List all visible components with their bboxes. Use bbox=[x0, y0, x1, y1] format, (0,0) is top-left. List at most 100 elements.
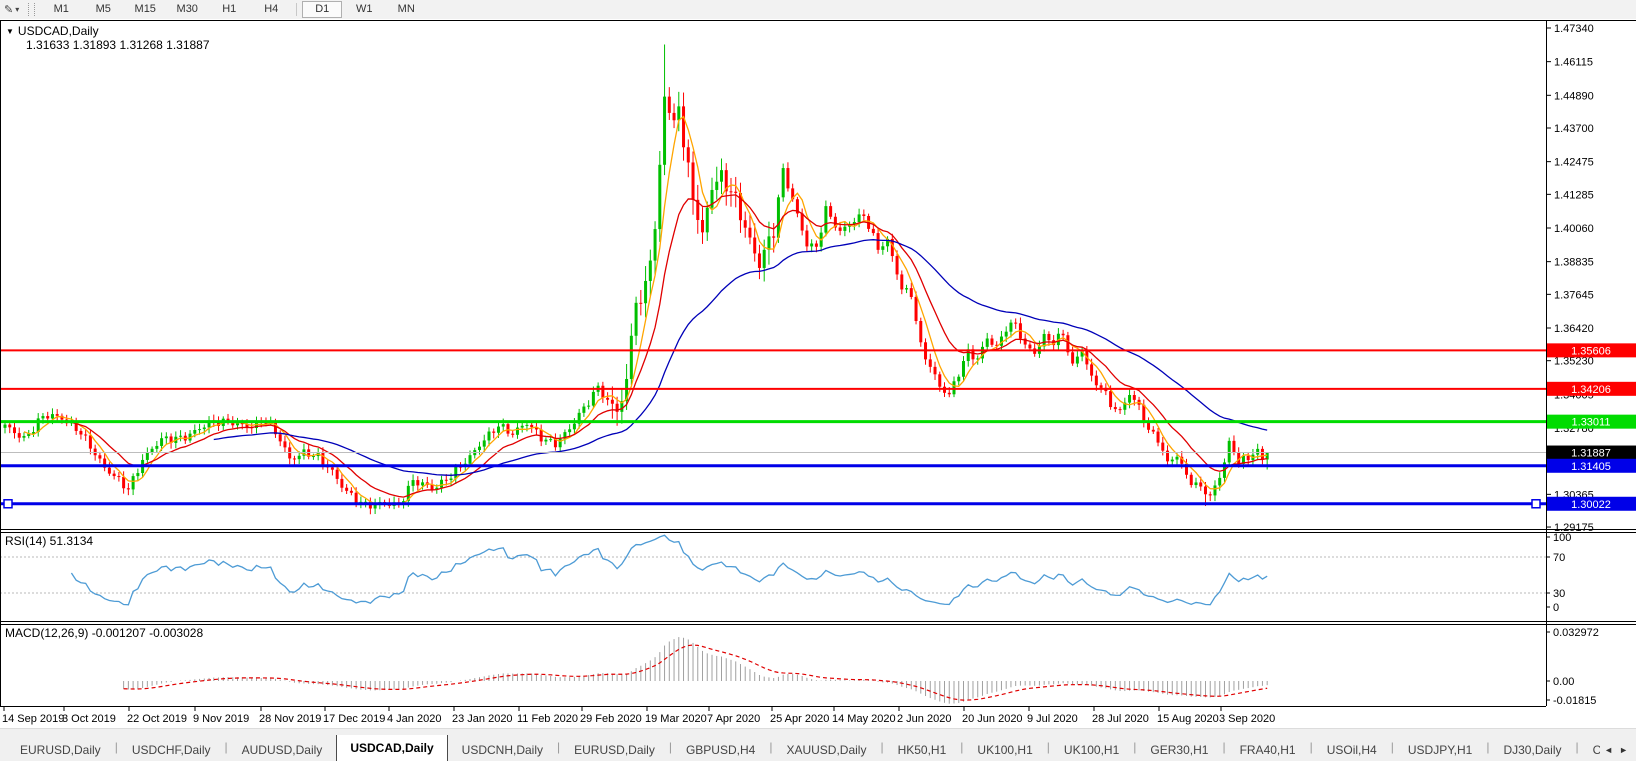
candle-body bbox=[620, 401, 624, 412]
timeframe-button-m5[interactable]: M5 bbox=[95, 3, 111, 15]
candle-body bbox=[862, 214, 866, 216]
timeframe-button-mn[interactable]: MN bbox=[397, 3, 415, 15]
tab-scroll-left-icon[interactable]: ◄ bbox=[1604, 745, 1614, 755]
candle-body bbox=[1194, 482, 1198, 486]
rsi-axis-label: 30 bbox=[1553, 588, 1565, 600]
date-label: 17 Dec 2019 bbox=[323, 713, 385, 725]
chart-tab-uk100-h1[interactable]: UK100,H1 bbox=[977, 743, 1033, 757]
timeframe-button-m30[interactable]: M30 bbox=[176, 3, 198, 15]
candle-body bbox=[292, 458, 296, 460]
candle-body bbox=[27, 433, 31, 436]
tab-separator: | bbox=[1046, 739, 1050, 754]
price-axis-label: 1.42475 bbox=[1554, 157, 1594, 169]
chart-symbol: USDCAD,Daily bbox=[17, 24, 99, 38]
chart-tab-fra40-h1[interactable]: FRA40,H1 bbox=[1239, 743, 1296, 757]
horizontal-price-lines bbox=[0, 349, 1546, 509]
candle-body bbox=[634, 302, 638, 336]
candle-body bbox=[1128, 395, 1132, 403]
candle-body bbox=[1166, 450, 1170, 462]
chart-tab-uk100-h1[interactable]: UK100,H1 bbox=[1063, 743, 1120, 757]
candle-body bbox=[506, 424, 510, 434]
candle-body bbox=[653, 229, 657, 261]
date-label: 9 Nov 2019 bbox=[193, 713, 249, 725]
candle-body bbox=[829, 206, 833, 217]
price-tag-1.31405 bbox=[1547, 458, 1636, 473]
chart-tab-xauusd-daily[interactable]: XAUUSD,Daily bbox=[786, 743, 867, 757]
chart-title: ▼ USDCAD,Daily 1.31633 1.31893 1.31268 1.… bbox=[6, 24, 210, 52]
candle-body bbox=[1260, 448, 1264, 460]
macd-axis-label: 0.00 bbox=[1553, 676, 1574, 688]
price-line-handle[interactable] bbox=[1531, 499, 1541, 509]
timeframe-button-h4[interactable]: H4 bbox=[264, 3, 279, 15]
price-line-handle[interactable] bbox=[3, 499, 13, 509]
candle-body bbox=[1023, 338, 1027, 345]
price-axis-label: 1.35230 bbox=[1554, 356, 1594, 368]
candle-body bbox=[909, 288, 913, 297]
chart-tab-hk50-h1[interactable]: HK50,H1 bbox=[897, 743, 947, 757]
candle-body bbox=[440, 479, 444, 488]
candle-body bbox=[810, 243, 814, 247]
candle-body bbox=[985, 338, 989, 347]
candle-body bbox=[364, 501, 368, 503]
candle-body bbox=[245, 424, 249, 428]
candle-body bbox=[795, 199, 799, 214]
chart-tab-ger30-h1[interactable]: GER30,H1 bbox=[1150, 743, 1209, 757]
timeframe-button-w1[interactable]: W1 bbox=[355, 3, 373, 15]
candle-body bbox=[55, 414, 59, 416]
chart-tab-usdcad-daily[interactable]: USDCAD,Daily bbox=[336, 735, 448, 761]
candle-body bbox=[117, 476, 121, 478]
chart-tab-usdjpy-h1[interactable]: USDJPY,H1 bbox=[1407, 743, 1473, 757]
candle-body bbox=[74, 422, 78, 431]
chart-tab-usdchf-daily[interactable]: USDCHF,Daily bbox=[131, 743, 211, 757]
chart-tab-eurusd-daily[interactable]: EURUSD,Daily bbox=[20, 743, 101, 757]
candle-body bbox=[36, 418, 40, 433]
collapse-icon[interactable]: ▼ bbox=[6, 27, 14, 36]
candle-body bbox=[914, 296, 918, 321]
price-axis-label: 1.41285 bbox=[1554, 189, 1594, 201]
tab-scroll-right-icon[interactable]: ► bbox=[1619, 745, 1628, 755]
chart-tab-dj30-daily[interactable]: DJ30,Daily bbox=[1503, 743, 1562, 757]
timeframe-button-d1[interactable]: D1 bbox=[302, 1, 343, 18]
price-tag-label: 1.34206 bbox=[1571, 384, 1611, 396]
candle-body bbox=[895, 256, 899, 275]
tab-separator: | bbox=[769, 739, 773, 754]
chart-tab-eurusd-daily[interactable]: EURUSD,Daily bbox=[574, 743, 655, 757]
candle-body bbox=[606, 397, 610, 400]
candle-body bbox=[454, 466, 458, 479]
candle-body bbox=[905, 288, 909, 290]
candle-body bbox=[1189, 474, 1193, 486]
candle-body bbox=[971, 349, 975, 360]
chart-canvas[interactable]: 1.47340 1.46115 1.44890 1.43700 1.42475 1.412… bbox=[0, 19, 1636, 728]
candle-body bbox=[421, 482, 425, 486]
chart-tab-usdcnh-daily[interactable]: USDCNH,Daily bbox=[461, 743, 544, 757]
cursor-tool-button[interactable]: ✎ ▾ bbox=[0, 1, 23, 18]
candle-body bbox=[345, 487, 349, 491]
candle-body bbox=[833, 216, 837, 228]
timeframe-button-m15[interactable]: M15 bbox=[134, 3, 156, 15]
price-tag-label: 1.30022 bbox=[1571, 499, 1611, 511]
candle-body bbox=[724, 170, 728, 192]
tab-separator: | bbox=[880, 739, 884, 754]
candle-body bbox=[743, 220, 747, 228]
chart-tab-gbpusd-h4[interactable]: GBPUSD,H4 bbox=[685, 743, 756, 757]
timeframe-button-h1[interactable]: H1 bbox=[222, 3, 237, 15]
toolbar-grip[interactable] bbox=[28, 3, 36, 16]
candle-body bbox=[1256, 448, 1260, 455]
chart-tab-audusd-daily[interactable]: AUDUSD,Daily bbox=[241, 743, 323, 757]
chart-tab-china300-h1[interactable]: CHINA300,H1 bbox=[1592, 743, 1601, 757]
chart-tab-usoil-h4[interactable]: USOil,H4 bbox=[1326, 743, 1377, 757]
candle-body bbox=[1099, 385, 1103, 388]
candle-body bbox=[1151, 429, 1155, 432]
date-label: 2 Jun 2020 bbox=[897, 713, 951, 725]
candle-body bbox=[748, 227, 752, 238]
candle-body bbox=[1227, 440, 1231, 463]
candle-body bbox=[202, 427, 206, 430]
candle-body bbox=[563, 432, 567, 439]
candle-body bbox=[781, 168, 785, 198]
candle-body bbox=[957, 376, 961, 382]
price-axis-label: 1.38835 bbox=[1554, 257, 1594, 269]
timeframe-button-m1[interactable]: M1 bbox=[53, 3, 69, 15]
candle-body bbox=[871, 228, 875, 234]
